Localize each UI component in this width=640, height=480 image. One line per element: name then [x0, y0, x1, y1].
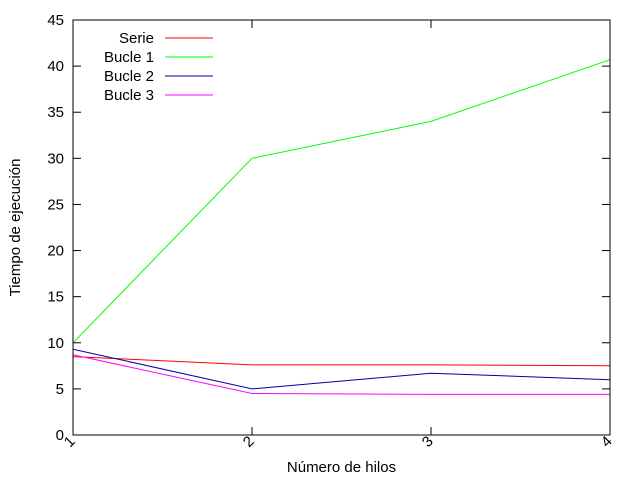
- legend-label: Bucle 3: [104, 87, 154, 104]
- legend-label: Bucle 2: [104, 68, 154, 85]
- y-tick-label: 10: [47, 335, 64, 352]
- y-tick-label: 45: [47, 12, 64, 29]
- x-tick-label: 1: [61, 433, 79, 451]
- y-tick-label: 20: [47, 243, 64, 260]
- series-line-bucle-2: [72, 348, 611, 390]
- y-tick-label: 35: [47, 104, 64, 121]
- y-tick-label: 5: [56, 381, 64, 398]
- series-line-bucle-3: [72, 354, 610, 395]
- series-layer: [72, 59, 611, 395]
- x-tick-label: 3: [419, 433, 437, 451]
- plot-frame: [72, 19, 611, 436]
- legend-label: Bucle 1: [104, 49, 154, 66]
- y-tick-label: 0: [56, 427, 64, 444]
- y-tick-label: 30: [47, 150, 64, 167]
- y-tick-label: 40: [47, 58, 64, 75]
- y-tick-label: 25: [47, 196, 64, 213]
- x-tick-label: 2: [240, 433, 258, 451]
- y-axis-ticks: 0 5 10 15 20 25 30 35 40 45: [47, 12, 610, 444]
- series-line-serie: [72, 356, 611, 367]
- y-tick-label: 15: [47, 289, 64, 306]
- legend: Serie Bucle 1 Bucle 2 Bucle 3: [104, 30, 213, 104]
- legend-label: Serie: [119, 30, 154, 47]
- series-line-bucle-1: [72, 59, 611, 344]
- x-tick-label: 4: [598, 433, 616, 451]
- y-axis-title: Tiempo de ejecución: [7, 159, 24, 297]
- x-axis-title: Número de hilos: [287, 459, 396, 476]
